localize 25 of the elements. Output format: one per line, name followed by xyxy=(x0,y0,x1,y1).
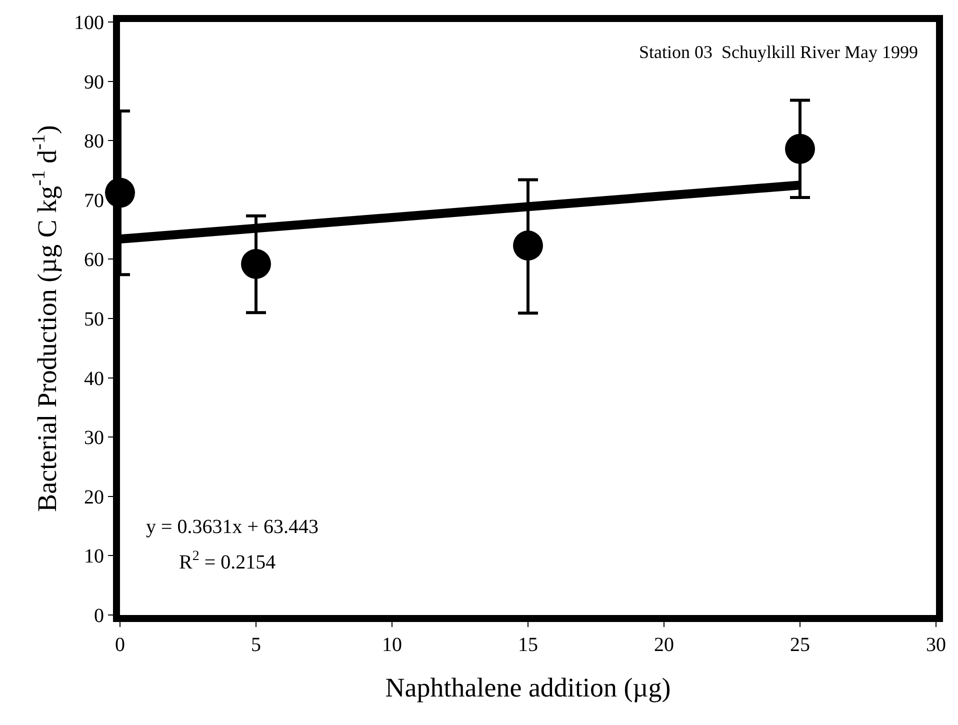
annotation: R$^{2}$ = 0.2154 xyxy=(179,549,276,574)
x-tick-label: 5 xyxy=(251,634,261,656)
y-tick-label: 60 xyxy=(84,249,104,272)
y-tick-label: 10 xyxy=(84,546,104,568)
y-tick-label: 40 xyxy=(84,368,104,390)
y-tick-label: 90 xyxy=(84,71,104,94)
y-tick-label: 30 xyxy=(84,427,104,450)
x-tick-label: 20 xyxy=(654,634,674,656)
x-tick-label: 30 xyxy=(926,634,946,656)
x-tick-label: 0 xyxy=(115,634,125,656)
annotation: Station 03 Schuylkill River May 1999 xyxy=(639,42,918,62)
y-tick-label: 50 xyxy=(84,308,104,330)
point xyxy=(241,248,271,279)
annotation: y = 0.3631x + 63.443 xyxy=(146,516,319,538)
point xyxy=(785,134,815,164)
x-tick-label: 25 xyxy=(790,634,810,656)
y-tick-label: 20 xyxy=(84,486,104,508)
y-tick-label: 100 xyxy=(74,12,104,34)
x-tick-label: 15 xyxy=(518,634,538,656)
y-tick-label: 70 xyxy=(84,190,104,212)
y-tick-label: 0 xyxy=(94,605,104,627)
y-tick-label: 80 xyxy=(84,130,104,153)
point xyxy=(513,230,543,261)
x-tick-label: 10 xyxy=(382,634,402,656)
x-axis-title: Naphthalene addition (µg) xyxy=(385,672,671,702)
